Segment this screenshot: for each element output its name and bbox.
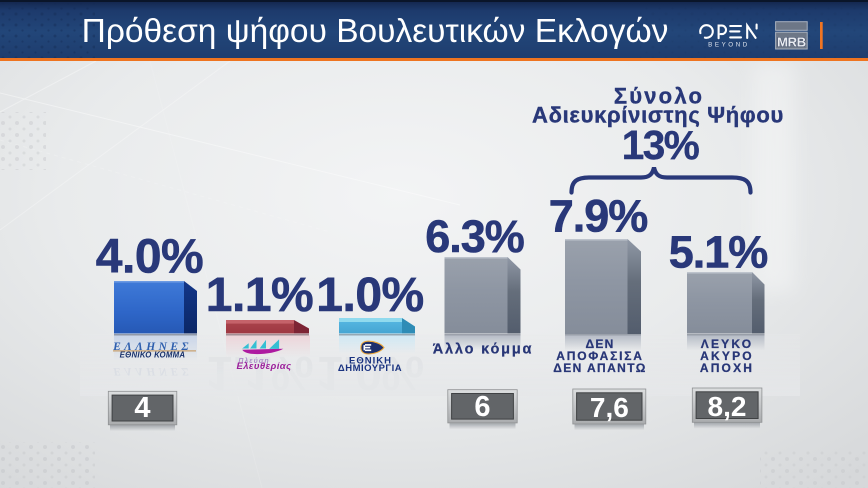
- svg-text:1.1%: 1.1%: [206, 269, 313, 322]
- svg-text:BEYOND: BEYOND: [708, 42, 750, 49]
- svg-text:1.0%: 1.0%: [316, 269, 423, 322]
- svg-text:ΕΘΝΙΚΟ ΚΟΜΜΑ: ΕΘΝΙΚΟ ΚΟΜΜΑ: [120, 351, 186, 360]
- svg-text:6.3%: 6.3%: [425, 211, 524, 262]
- svg-text:Ελευθερίας: Ελευθερίας: [237, 361, 293, 372]
- svg-text:ΑΠΟΦΑΣΙΣΑ: ΑΠΟΦΑΣΙΣΑ: [556, 349, 643, 363]
- svg-text:ΔΕΝ ΑΠΑΝΤΩ: ΔΕΝ ΑΠΑΝΤΩ: [553, 361, 647, 375]
- svg-text:4.0%: 4.0%: [96, 231, 203, 284]
- svg-text:4: 4: [134, 392, 150, 424]
- svg-text:6: 6: [474, 391, 490, 423]
- svg-text:ΕΘΝΙΚΗ: ΕΘΝΙΚΗ: [349, 355, 392, 366]
- svg-text:Πρόθεση ψήφου Βουλευτικών Εκλο: Πρόθεση ψήφου Βουλευτικών Εκλογών: [82, 13, 669, 50]
- svg-text:Αδιευκρίνιστης Ψήφου: Αδιευκρίνιστης Ψήφου: [532, 103, 784, 128]
- svg-text:5.1%: 5.1%: [669, 227, 768, 278]
- svg-text:ΑΚΥΡΟ: ΑΚΥΡΟ: [700, 349, 754, 363]
- svg-text:ΕΛΛΗΝΕΣ: ΕΛΛΗΝΕΣ: [112, 341, 192, 353]
- svg-text:ΛΕΥΚΟ: ΛΕΥΚΟ: [701, 337, 753, 351]
- svg-text:Άλλο κόμμα: Άλλο κόμμα: [433, 342, 533, 358]
- svg-text:Σύνολο: Σύνολο: [614, 84, 704, 109]
- svg-text:7,6: 7,6: [590, 392, 629, 423]
- svg-text:13%: 13%: [622, 122, 699, 168]
- svg-text:ΕΛΛΗΝΕΣ: ΕΛΛΗΝΕΣ: [112, 365, 192, 377]
- svg-text:7.9%: 7.9%: [549, 190, 648, 241]
- svg-text:MRB: MRB: [777, 34, 806, 49]
- svg-text:Πλεύση: Πλεύση: [238, 357, 269, 365]
- svg-text:ΔΗΜΙΟΥΡΓΙΑ: ΔΗΜΙΟΥΡΓΙΑ: [338, 363, 402, 374]
- svg-text:ΑΠΟΧΗ: ΑΠΟΧΗ: [700, 361, 754, 375]
- svg-text:ΔΕΝ: ΔΕΝ: [586, 337, 615, 351]
- svg-text:8,2: 8,2: [708, 391, 747, 422]
